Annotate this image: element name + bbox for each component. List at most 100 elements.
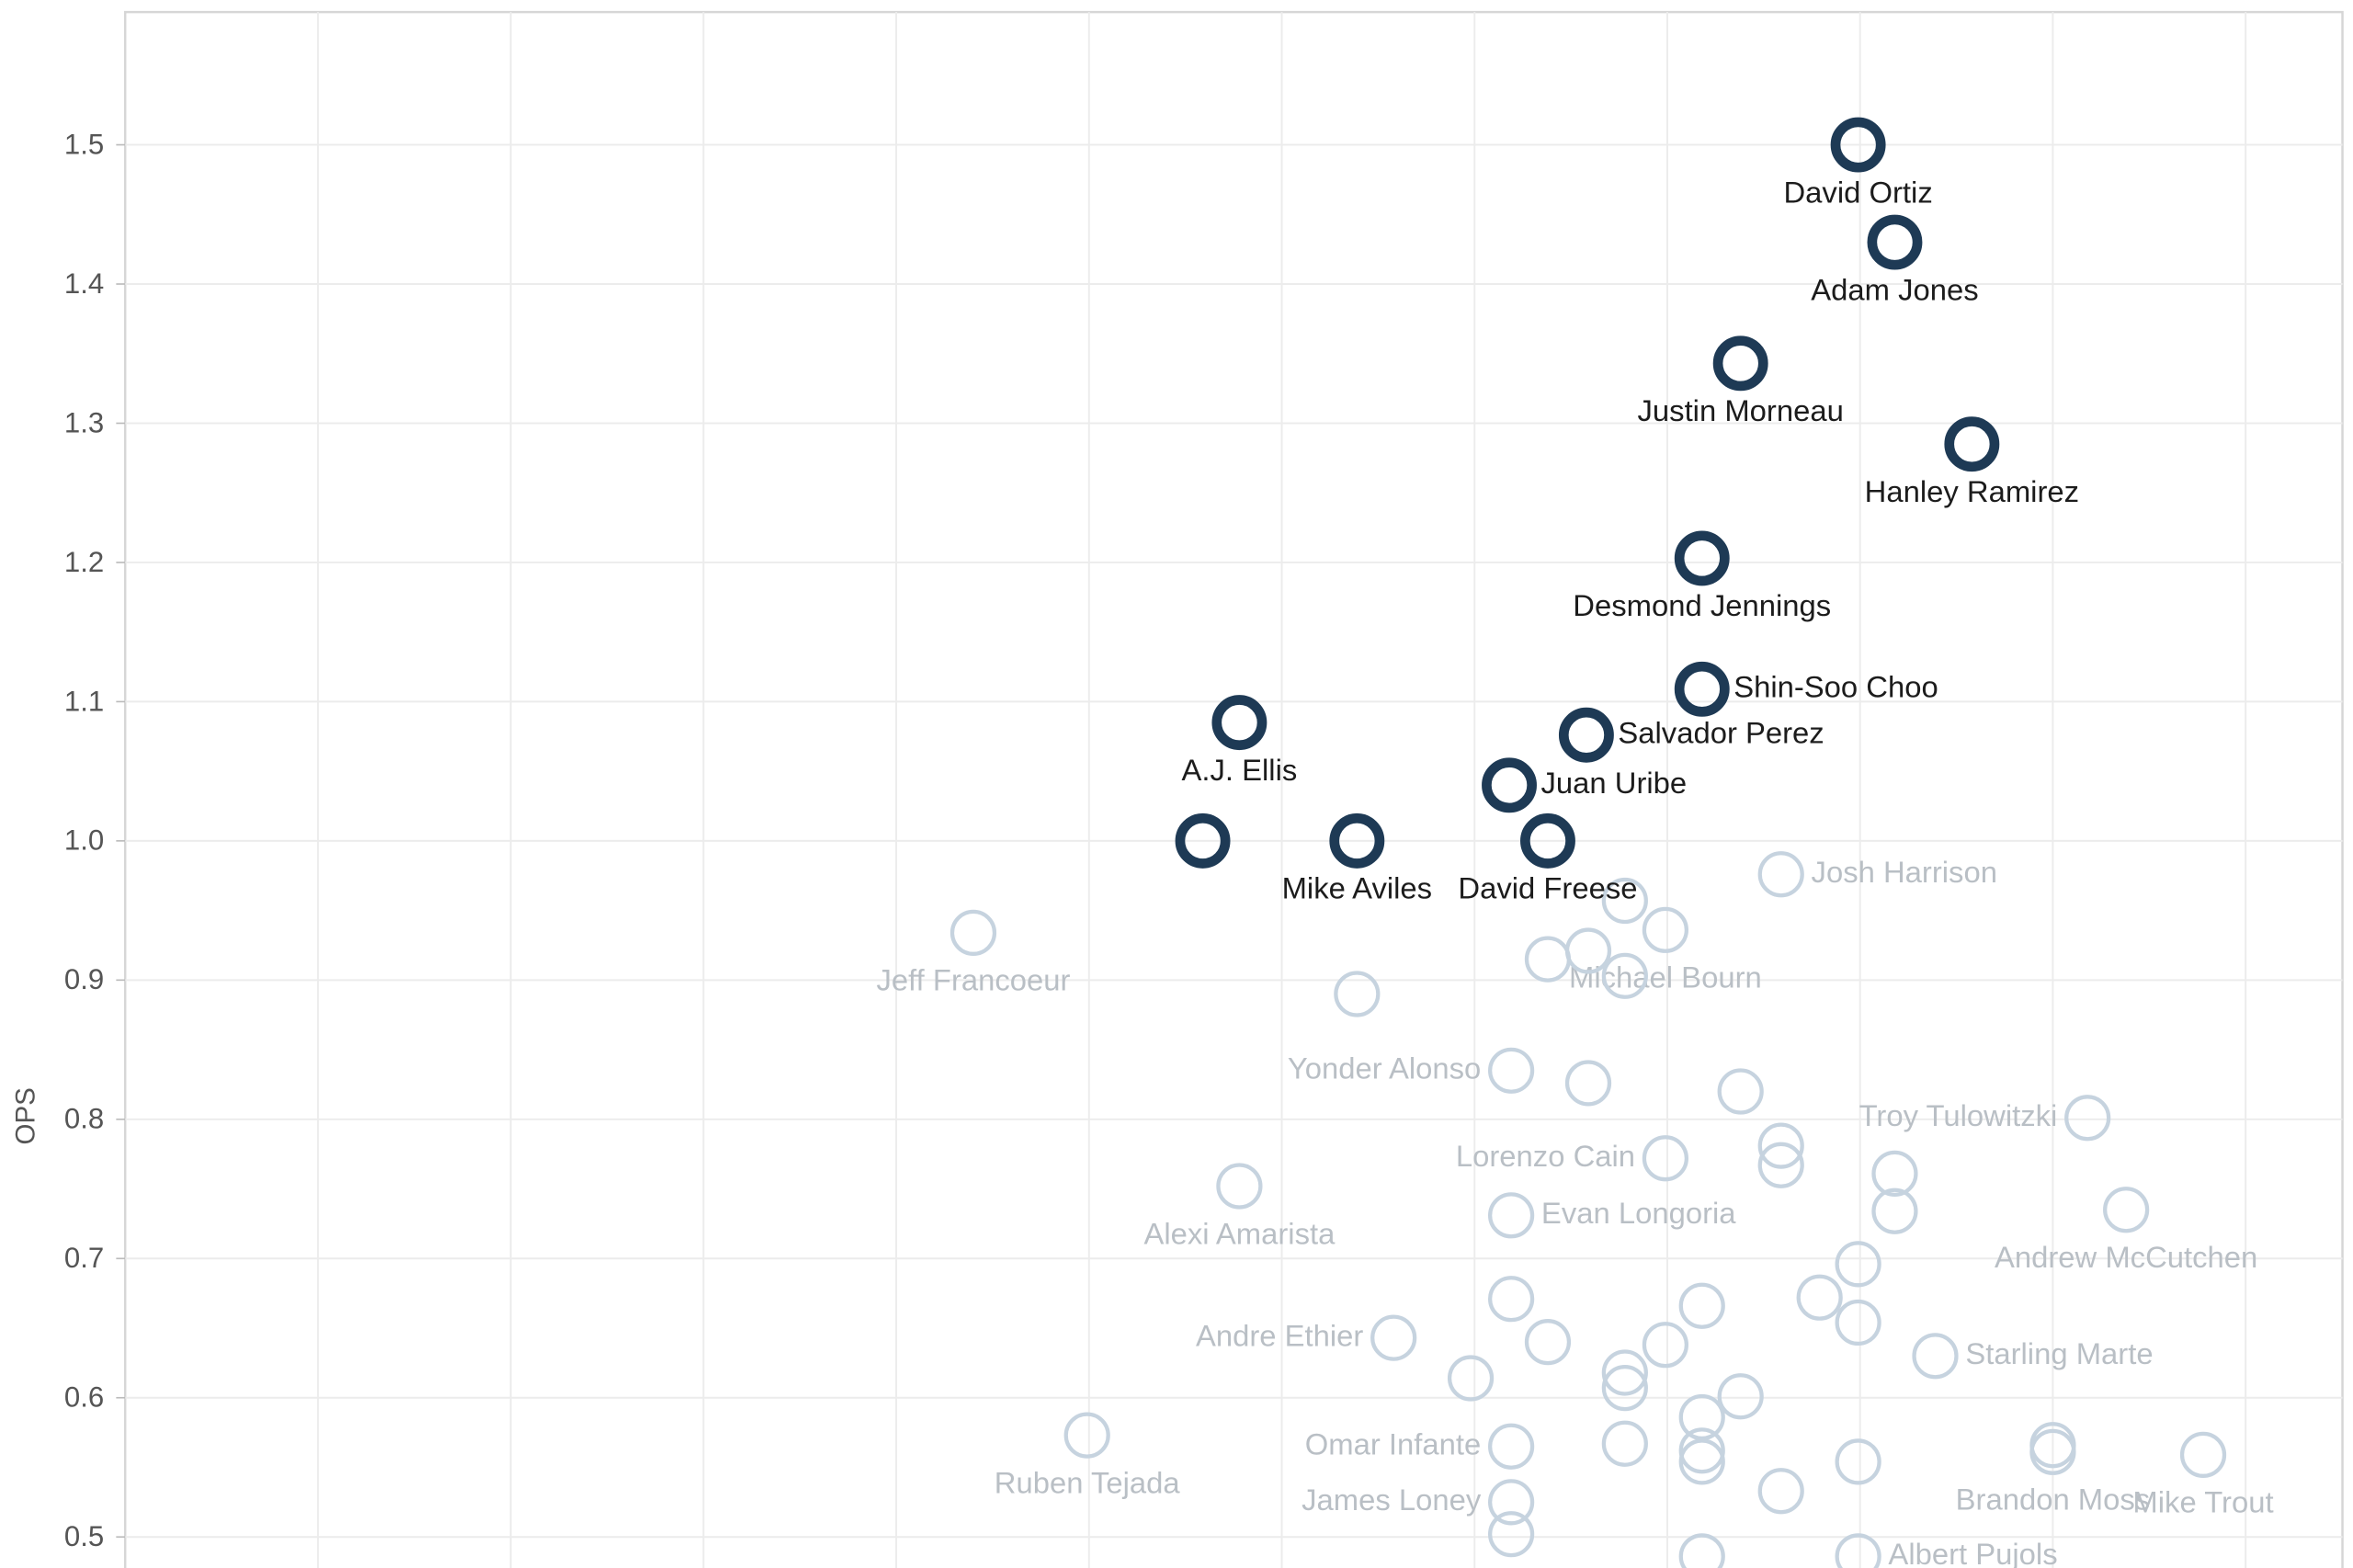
point (1601, 877, 1648, 925)
y-tick-label: 0.9 (64, 963, 104, 995)
point (949, 909, 997, 956)
point (2029, 1428, 2076, 1475)
point (1334, 971, 1381, 1017)
point-label: Mike Trout (2132, 1485, 2273, 1519)
point-label: Evan Longoria (1541, 1196, 1736, 1230)
plot-area (123, 10, 2344, 1568)
point-label: Desmond Jennings (1573, 588, 1831, 622)
highlight-point (1712, 335, 1768, 392)
point-label: David Ortiz (1783, 175, 1932, 209)
point-label: Justin Morneau (1638, 393, 1844, 427)
highlight-point (1867, 214, 1923, 270)
grid: 0.5 0.6 0.7 0.8 0.9 1.0 1.1 1.2 1.3 1.4 1.5 (64, 12, 2343, 1568)
point (1488, 1479, 1535, 1526)
y-tick-label: 1.3 (64, 406, 104, 438)
point-label: Alexi Amarista (1143, 1216, 1336, 1250)
highlight-point (1674, 661, 1730, 717)
point (1370, 1314, 1417, 1361)
point-label: Mike Aviles (1282, 871, 1433, 905)
point-label: Starling Marte (1965, 1336, 2153, 1370)
point-label: Yonder Alonso (1288, 1051, 1481, 1085)
highlight-point (1674, 530, 1730, 586)
point (1564, 927, 1612, 974)
point (2179, 1431, 2227, 1478)
point-label: David Freese (1458, 871, 1637, 905)
point (1216, 1163, 1263, 1210)
point (1757, 1122, 1804, 1169)
highlight-point (1944, 416, 2000, 472)
point-label: Troy Tulowitzki (1859, 1098, 2058, 1132)
point (1678, 1533, 1725, 1568)
y-tick-label: 1.4 (64, 267, 104, 300)
point-label: Lorenzo Cain (1456, 1139, 1635, 1173)
point (1871, 1150, 1918, 1197)
point (1564, 1060, 1612, 1107)
highlight-point (1175, 812, 1231, 869)
y-axis-label: OPS (10, 1087, 40, 1144)
point-label: Hanley Ramirez (1865, 474, 2079, 508)
point (1678, 1282, 1725, 1329)
highlight-point (1558, 707, 1614, 763)
point (1717, 1373, 1764, 1420)
point (1488, 1276, 1535, 1323)
point-label: Andrew McCutchen (1995, 1240, 2257, 1274)
y-tick-label: 1.5 (64, 128, 104, 160)
point (2064, 1095, 2111, 1142)
point (1796, 1274, 1843, 1321)
point (1871, 1187, 1918, 1234)
point (1601, 1349, 1648, 1396)
point-label: Andre Ethier (1196, 1318, 1363, 1352)
point (1063, 1412, 1110, 1459)
point (2103, 1187, 2150, 1233)
point (1601, 1365, 1648, 1412)
point-label: Michael Bourn (1569, 960, 1762, 994)
y-tick-label: 1.2 (64, 546, 104, 578)
point-label: Josh Harrison (1812, 855, 1997, 889)
highlight-point (1830, 117, 1886, 173)
point-label: Salvador Perez (1618, 715, 1824, 749)
y-tick-label: 0.7 (64, 1242, 104, 1274)
point (1601, 1420, 1648, 1467)
point (1678, 1393, 1725, 1441)
point-label: Shin-Soo Choo (1733, 669, 1938, 703)
point (1757, 851, 1804, 898)
point (1642, 906, 1689, 953)
point-label: Ruben Tejada (995, 1465, 1181, 1499)
y-tick-label: 1.1 (64, 685, 104, 717)
y-tick-label: 0.5 (64, 1520, 104, 1552)
point (1912, 1333, 1959, 1380)
y-tick-label: 0.8 (64, 1103, 104, 1135)
highlight-point (1482, 757, 1537, 813)
point-label: Adam Jones (1811, 272, 1978, 306)
point (1717, 1068, 1764, 1115)
marks: Josh Harrison Michael Bourn Jeff Francoeur… (877, 117, 2274, 1568)
point (1835, 1241, 1881, 1288)
point (1488, 1192, 1535, 1239)
point (1757, 1142, 1804, 1188)
point (1835, 1533, 1881, 1568)
point (1678, 1427, 1725, 1474)
point (1835, 1299, 1881, 1346)
y-tick-label: 1.0 (64, 824, 104, 857)
point (1488, 1511, 1535, 1558)
highlight-point (1520, 812, 1575, 869)
point-label: Omar Infante (1305, 1426, 1482, 1460)
point (1678, 1438, 1725, 1485)
highlight-point (1211, 695, 1267, 751)
point (1601, 952, 1648, 999)
point (1488, 1423, 1535, 1470)
point (1447, 1355, 1495, 1402)
point (1835, 1438, 1881, 1485)
point-label: Jeff Francoeur (877, 963, 1071, 997)
point (1642, 1322, 1689, 1369)
point-label: Juan Uribe (1540, 766, 1687, 800)
point (1757, 1468, 1804, 1515)
highlight-point (1329, 812, 1385, 869)
y-tick-label: 0.6 (64, 1381, 104, 1414)
point-label: A.J. Ellis (1181, 753, 1297, 787)
point-label: James Loney (1302, 1483, 1482, 1517)
point (1642, 1135, 1689, 1182)
point-label: Brandon Moss (1956, 1483, 2151, 1517)
point-label: Albert Pujols (1888, 1537, 2057, 1568)
